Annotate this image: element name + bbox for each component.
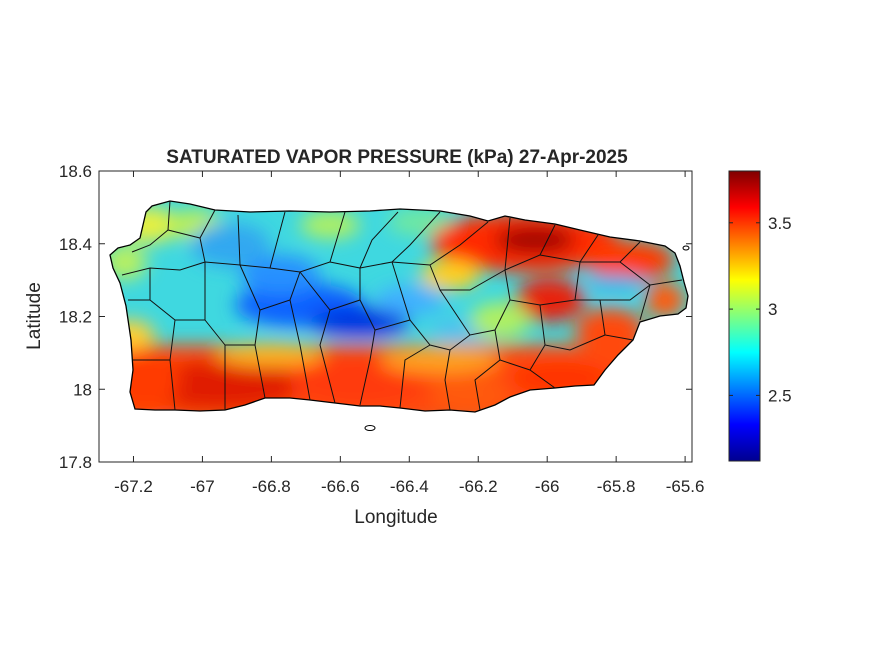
colorbar-ticks: 3.5 3 2.5 <box>729 214 792 405</box>
x-axis-label: Longitude <box>354 507 437 528</box>
y-axis-ticks: 18.6 18.4 18.2 18 17.8 <box>59 162 692 472</box>
colorbar <box>728 170 761 462</box>
x-tick-label: -66.6 <box>321 477 360 496</box>
x-tick-label: -65.6 <box>666 477 705 496</box>
colorbar-tick-label: 3.5 <box>768 214 792 233</box>
x-tick-label: -65.8 <box>597 477 636 496</box>
islet-south <box>364 425 376 431</box>
x-tick-label: -66.2 <box>459 477 498 496</box>
x-tick-label: -66 <box>535 477 560 496</box>
municipality-boundaries <box>121 201 683 411</box>
y-tick-label: 18.4 <box>59 235 92 254</box>
y-tick-label: 18.6 <box>59 162 92 181</box>
island-outline <box>109 200 689 413</box>
y-axis-label: Latitude <box>24 282 45 350</box>
x-tick-label: -66.4 <box>390 477 429 496</box>
y-tick-label: 18.2 <box>59 308 92 327</box>
x-tick-label: -67.2 <box>114 477 153 496</box>
y-tick-label: 17.8 <box>59 453 92 472</box>
y-tick-label: 18 <box>73 380 92 399</box>
islet-east <box>682 245 690 251</box>
chart-title: SATURATED VAPOR PRESSURE (kPa) 27-Apr-20… <box>166 147 628 168</box>
x-tick-label: -67 <box>190 477 215 496</box>
x-axis-ticks: -67.2 -67 -66.8 -66.6 -66.4 -66.2 -66 -65.8 -65.… <box>114 171 704 496</box>
x-tick-label: -66.8 <box>252 477 291 496</box>
colorbar-tick-label: 3 <box>768 300 777 319</box>
colorbar-tick-label: 2.5 <box>768 386 792 405</box>
